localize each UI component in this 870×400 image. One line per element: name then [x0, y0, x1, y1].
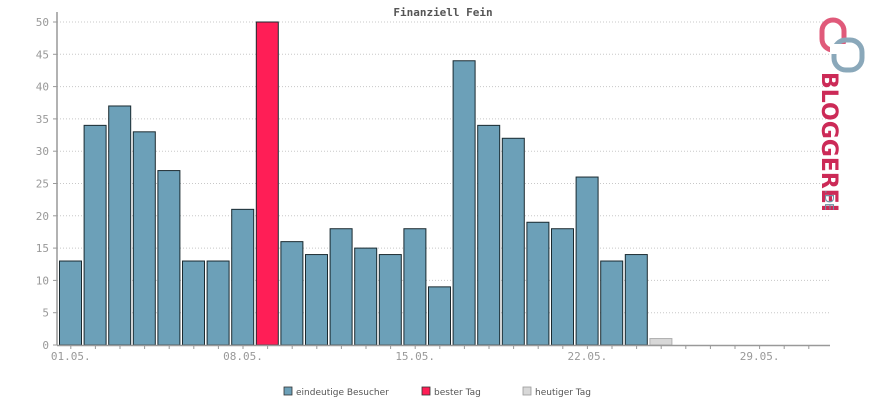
legend-item: eindeutige Besucher — [283, 386, 389, 398]
bar-eindeutige-besucher-day-2 — [83, 124, 107, 346]
legend-label: eindeutige Besucher — [296, 388, 389, 398]
y-tick-label: 15 — [36, 242, 49, 255]
logo-emblem-icon — [819, 17, 865, 73]
legend-swatch — [283, 386, 293, 396]
y-tick-label: 20 — [36, 210, 49, 223]
y-tick-label: 40 — [36, 81, 49, 94]
bar-eindeutige-besucher-day-12 — [329, 228, 353, 346]
bar-eindeutige-besucher-day-5 — [157, 170, 181, 346]
bar-eindeutige-besucher-day-13 — [354, 247, 378, 346]
bar-eindeutige-besucher-day-14 — [378, 254, 402, 346]
bar-eindeutige-besucher-day-15 — [403, 228, 427, 346]
legend-swatch — [421, 386, 431, 396]
bar-eindeutige-besucher-day-7 — [206, 260, 230, 346]
legend: eindeutige Besucher bester Tag heutiger Ta… — [283, 386, 591, 398]
y-tick-label: 50 — [36, 16, 49, 29]
axes: 0 5 10 15 20 25 30 35 40 45 50 01.05. 08.05. 15.05. 22… — [36, 12, 830, 363]
bar-eindeutige-besucher-day-3 — [108, 105, 132, 346]
y-tick-label: 30 — [36, 145, 49, 158]
bar-eindeutige-besucher-day-19 — [501, 137, 525, 346]
logo-suffix-text: .DE — [822, 190, 836, 211]
x-tick-label: 29.05. — [740, 350, 780, 363]
x-tick-label: 01.05. — [51, 350, 91, 363]
x-tick-label: 15.05. — [395, 350, 435, 363]
y-tick-label: 5 — [42, 307, 49, 320]
bar-eindeutige-besucher-day-21 — [551, 228, 574, 346]
bar-eindeutige-besucher-day-22 — [575, 176, 599, 346]
bar-eindeutige-besucher-day-6 — [182, 260, 205, 346]
chart-title: Finanziell Fein — [393, 6, 492, 19]
y-tick-label: 25 — [36, 178, 49, 191]
y-tick-label: 35 — [36, 113, 49, 126]
bar-eindeutige-besucher-day-4 — [132, 131, 156, 346]
y-tick-label: 45 — [36, 48, 49, 61]
bar-eindeutige-besucher-day-18 — [477, 124, 501, 346]
logo-brand-text: BLOGGEREI — [816, 72, 841, 212]
legend-item: heutiger Tag — [522, 386, 591, 398]
bar-eindeutige-besucher-day-11 — [305, 254, 328, 346]
bars — [59, 21, 673, 346]
legend-label: heutiger Tag — [535, 388, 591, 398]
x-tick-label: 08.05. — [223, 350, 263, 363]
bar-eindeutige-besucher-day-24 — [624, 254, 648, 346]
legend-item: bester Tag — [421, 386, 481, 398]
y-tick-label: 10 — [36, 274, 49, 287]
y-tick-label: 0 — [42, 339, 49, 352]
bar-eindeutige-besucher-day-16 — [428, 286, 451, 346]
bar-eindeutige-besucher-day-1 — [59, 260, 82, 346]
bloggerei-logo: BLOGGEREI .DE — [816, 17, 865, 212]
bar-eindeutige-besucher-day-8 — [231, 208, 255, 346]
bar-eindeutige-besucher-day-10 — [280, 241, 304, 346]
bar-eindeutige-besucher-day-20 — [526, 221, 550, 346]
legend-label: bester Tag — [434, 388, 481, 398]
bar-eindeutige-besucher-day-17 — [452, 60, 476, 346]
bar-eindeutige-besucher-day-23 — [600, 260, 624, 346]
bar-bester-tag-day-9 — [255, 21, 279, 346]
bar-heutiger-tag-day-25 — [649, 338, 673, 346]
x-tick-label: 22.05. — [568, 350, 608, 363]
legend-swatch — [522, 386, 532, 396]
